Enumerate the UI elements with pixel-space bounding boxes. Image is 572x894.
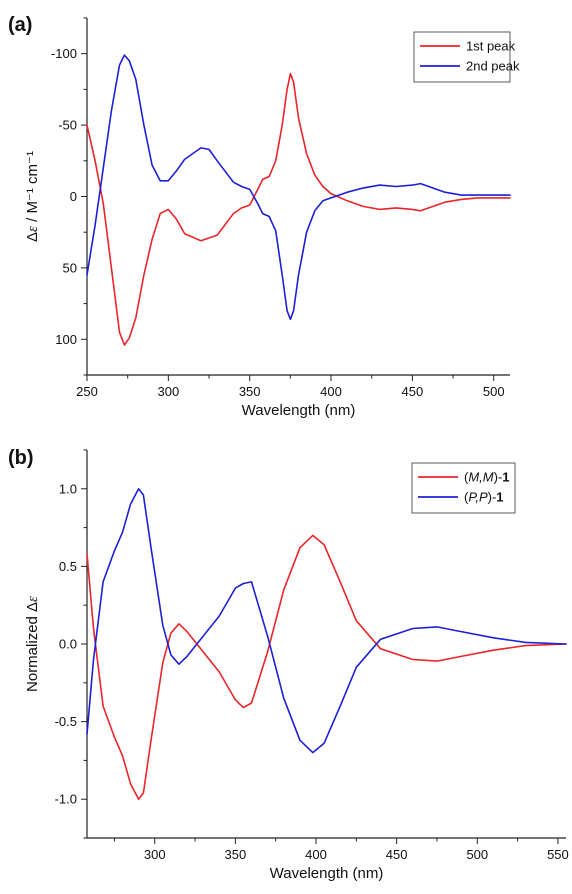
y-axis-title: Normalized Δε xyxy=(24,596,41,692)
y-tick-label: -1.0 xyxy=(55,792,77,807)
x-tick-label: 400 xyxy=(320,384,342,399)
y-tick-label: -0.5 xyxy=(55,714,77,729)
legend-label: (M,M)-1 xyxy=(464,470,510,485)
x-axis-title: Wavelength (nm) xyxy=(270,865,384,882)
legend: (M,M)-1 (P,P)-1 xyxy=(411,462,516,514)
chart-panel-1: 250 300 350 400 450 500 -100 -50 0 50 100 1st peak 2… xyxy=(8,14,520,419)
legend-label: 2nd peak xyxy=(466,59,520,74)
series-line-2 xyxy=(86,487,567,754)
legend-box xyxy=(411,462,516,514)
y-tick-label: -50 xyxy=(58,118,77,133)
x-tick-label: 500 xyxy=(483,384,505,399)
y-tick-label: 0.0 xyxy=(59,637,77,652)
x-tick-label: 300 xyxy=(144,847,166,862)
panel-label: (b) xyxy=(8,447,34,469)
legend-label: 1st peak xyxy=(466,39,516,54)
legend: 1st peak 2nd peak xyxy=(413,31,520,83)
y-tick-label: 50 xyxy=(63,260,77,275)
y-tick-label: 0.5 xyxy=(59,559,77,574)
x-tick-label: 500 xyxy=(466,847,488,862)
x-tick-label: 300 xyxy=(157,384,179,399)
legend-box xyxy=(413,31,511,83)
x-tick-label: 400 xyxy=(305,847,327,862)
x-tick-label: 350 xyxy=(239,384,261,399)
x-axis-title: Wavelength (nm) xyxy=(242,402,356,419)
x-tick-label: 450 xyxy=(386,847,408,862)
y-tick-label: -100 xyxy=(51,46,77,61)
series-line-1 xyxy=(86,534,567,801)
panel-label: (a) xyxy=(8,14,32,36)
x-tick-label: 550 xyxy=(547,847,569,862)
y-tick-label: 0 xyxy=(70,189,77,204)
x-tick-label: 250 xyxy=(76,384,98,399)
y-axis-title: Δε / M⁻¹ cm⁻¹ xyxy=(24,151,41,242)
series-line-1 xyxy=(86,72,511,346)
chart-panel-2: 300 350 400 450 500 550 1.0 0.5 0.0 -0.5 -1.0 (M,M)… xyxy=(8,447,569,882)
legend-label: (P,P)-1 xyxy=(464,490,504,505)
x-tick-label: 350 xyxy=(225,847,247,862)
x-tick-label: 450 xyxy=(402,384,424,399)
y-tick-label: 1.0 xyxy=(59,481,77,496)
series-line-2 xyxy=(86,54,511,321)
y-tick-label: 100 xyxy=(55,332,77,347)
